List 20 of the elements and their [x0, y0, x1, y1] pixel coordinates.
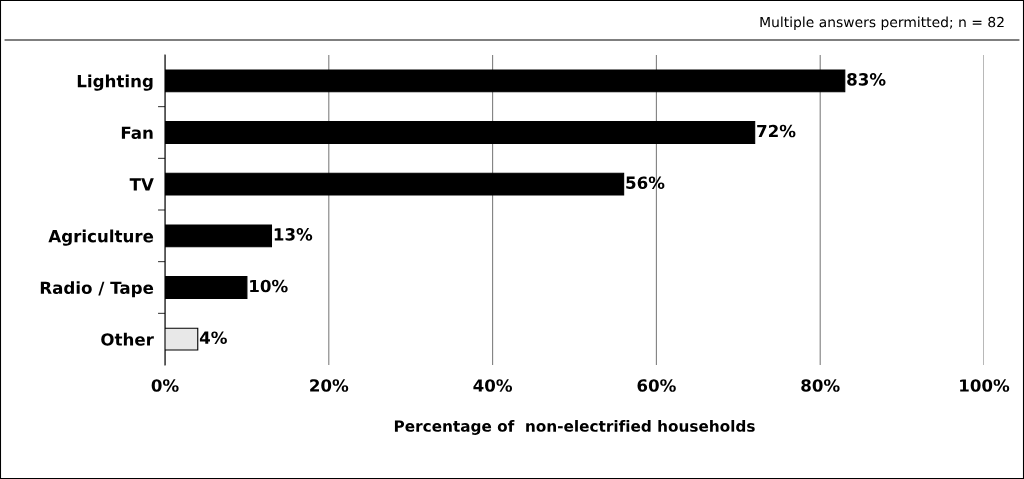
y-tick-label: Agriculture	[48, 229, 154, 246]
data-label: 72%	[757, 124, 796, 138]
text: Multiple answers permitted; n = 82	[760, 16, 1004, 30]
x-tick-label: 100%	[960, 379, 1010, 392]
x-tick-label: 0%	[151, 379, 179, 392]
data-label: 13%	[274, 228, 313, 241]
y-tick-label: Fan	[121, 126, 153, 140]
y-tick-label: Lighting	[77, 74, 153, 91]
x-tick-label: 80%	[801, 379, 840, 392]
x-tick-label: 20%	[310, 379, 349, 392]
y-tick-label: Radio / Tape	[40, 281, 154, 298]
data-label: 10%	[250, 279, 288, 293]
data-label: 4%	[199, 331, 227, 344]
y-tick-label: TV	[129, 178, 154, 191]
data-label: 56%	[626, 176, 665, 189]
y-tick-label: Other	[101, 332, 154, 346]
x-tick-label: 60%	[637, 379, 676, 392]
x-axis-title: Percentage of non-electrified households	[394, 420, 755, 435]
data-label: 83%	[847, 73, 886, 86]
x-tick-label: 40%	[473, 379, 513, 392]
